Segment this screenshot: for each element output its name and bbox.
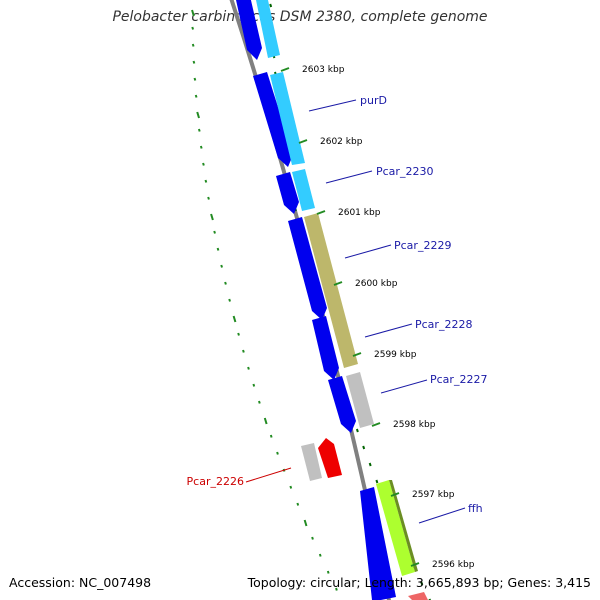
- gc-dot: [193, 77, 197, 81]
- gc-dot: [191, 26, 195, 30]
- ruler-tick: [410, 562, 420, 567]
- gc-dot: [252, 383, 256, 387]
- tick-dot: [362, 445, 366, 450]
- gene-label[interactable]: ffh: [468, 502, 483, 515]
- label-leader: [308, 99, 357, 112]
- label-leader: [418, 507, 466, 524]
- gene-ffh-edge: [389, 480, 418, 572]
- gene-pcar2230[interactable]: [292, 169, 315, 211]
- gc-dot: [237, 332, 240, 336]
- gene-red-tail: [408, 592, 428, 600]
- gc-dot: [326, 570, 330, 574]
- accession-label: Accession: NC_007498: [9, 575, 152, 590]
- tick-dot: [269, 3, 273, 8]
- ruler-tick: [298, 139, 308, 144]
- gc-skew-track: [191, 9, 338, 591]
- ruler-label: 2598 kbp: [393, 420, 436, 430]
- gc-dot: [202, 162, 205, 166]
- ruler-tick: [316, 210, 326, 215]
- map-title: Pelobacter carbinolicus DSM 2380, comple…: [112, 9, 488, 25]
- gc-dot: [191, 43, 195, 47]
- label-leader: [364, 323, 413, 338]
- gc-dot: [204, 179, 208, 183]
- ruler-label: 2603 kbp: [302, 65, 345, 75]
- ruler-label: 2596 kbp: [432, 560, 475, 570]
- tick-dot: [368, 462, 372, 467]
- gene-label[interactable]: Pcar_2229: [394, 239, 451, 252]
- tick-dot: [420, 581, 424, 586]
- cds-arrow[interactable]: [236, 0, 262, 60]
- gc-dot: [192, 60, 196, 64]
- cds-track: [236, 0, 396, 600]
- gene-pcar2227[interactable]: [346, 372, 374, 428]
- ruler-tick: [390, 492, 400, 497]
- ruler-tick: [352, 352, 362, 357]
- gc-dot: [258, 400, 261, 404]
- gc-dot: [216, 247, 220, 251]
- gene-label[interactable]: Pcar_2226: [187, 475, 244, 488]
- cds-arrow[interactable]: [288, 217, 327, 320]
- ruler-label: 2600 kbp: [355, 279, 398, 289]
- gc-dot: [276, 451, 279, 455]
- label-leader: [325, 170, 373, 184]
- kbp-ruler: 2603 kbp 2602 kbp 2601 kbp 2600 kbp 2599 kbp…: [280, 65, 475, 570]
- gene-purD-fill[interactable]: [256, 0, 280, 58]
- gc-dot: [232, 315, 237, 323]
- cds-arrow[interactable]: [360, 487, 396, 600]
- ruler-tick: [371, 422, 381, 427]
- gene-pcar2226-grey[interactable]: [301, 443, 322, 481]
- gene-pcar2226[interactable]: [318, 438, 342, 478]
- cds-arrow[interactable]: [253, 72, 293, 167]
- gene-purD[interactable]: [270, 72, 305, 165]
- topology-label: Topology: circular; Length: 3,665,893 bp…: [247, 575, 591, 590]
- cds-arrow[interactable]: [312, 316, 339, 380]
- gc-dot: [197, 128, 201, 132]
- gc-dot: [199, 145, 203, 149]
- gene-label[interactable]: Pcar_2227: [430, 373, 487, 386]
- cds-arrow[interactable]: [276, 172, 299, 214]
- gc-dot: [269, 434, 273, 438]
- gene-ffh[interactable]: [376, 480, 415, 576]
- gc-dot: [207, 196, 210, 200]
- gene-label[interactable]: Pcar_2230: [376, 165, 433, 178]
- ruler-label: 2602 kbp: [320, 137, 363, 147]
- ruler-tick: [280, 67, 290, 72]
- gc-dot: [213, 230, 216, 234]
- label-leader: [245, 467, 292, 483]
- gene-pcar2229[interactable]: [304, 213, 358, 368]
- tick-dot: [355, 428, 359, 433]
- ruler-label: 2597 kbp: [412, 490, 455, 500]
- reverse-gene-track: [301, 438, 342, 481]
- label-leader: [380, 379, 428, 394]
- tick-track: [269, 3, 431, 600]
- ruler-label: 2599 kbp: [374, 350, 417, 360]
- gene-track: [256, 0, 428, 600]
- gc-dot: [311, 536, 314, 540]
- gc-dot: [289, 485, 293, 489]
- gene-labels: purD Pcar_2230 Pcar_2229 Pcar_2228 Pcar_2227…: [187, 94, 487, 524]
- gc-dot: [224, 281, 227, 285]
- gc-dot: [335, 587, 338, 591]
- gc-dot: [318, 553, 322, 557]
- gc-dot: [194, 94, 198, 98]
- gc-dot: [296, 502, 300, 506]
- cds-arrow[interactable]: [328, 376, 356, 433]
- ruler-tick: [333, 281, 343, 286]
- gene-label[interactable]: Pcar_2228: [415, 318, 472, 331]
- ruler-label: 2601 kbp: [338, 208, 381, 218]
- gc-dot: [263, 417, 268, 425]
- gc-dot: [247, 366, 250, 370]
- gc-dot: [228, 298, 231, 302]
- gc-dot: [220, 264, 223, 268]
- tick-dot: [375, 479, 379, 484]
- gc-dot: [210, 213, 214, 221]
- gc-dot: [196, 111, 200, 119]
- gc-dot: [242, 349, 245, 353]
- label-leader: [344, 244, 392, 259]
- gc-dot: [191, 9, 195, 17]
- gene-label[interactable]: purD: [360, 94, 387, 107]
- gc-dot: [303, 519, 308, 527]
